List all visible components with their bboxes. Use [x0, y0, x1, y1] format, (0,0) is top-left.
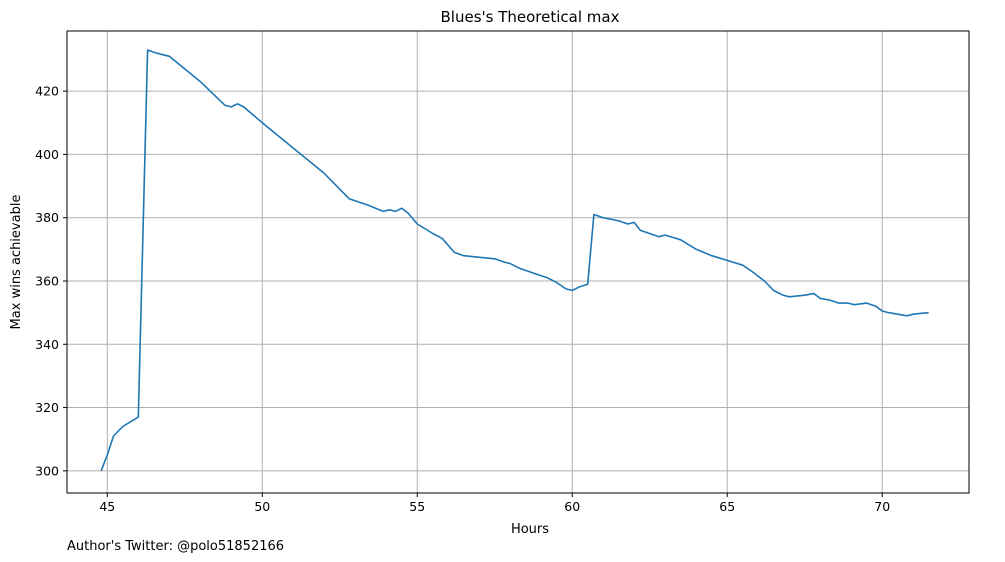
y-tick-label: 380: [35, 210, 59, 225]
x-tick-label: 55: [409, 499, 425, 514]
x-axis-label: Hours: [511, 522, 549, 537]
x-tick-label: 60: [564, 499, 580, 514]
series-line: [100, 49, 929, 472]
x-tick-label: 65: [719, 499, 735, 514]
y-tick-label: 300: [35, 463, 59, 478]
y-tick-label: 360: [35, 273, 59, 288]
y-tick-label: 320: [35, 400, 59, 415]
x-tick-label: 70: [874, 499, 890, 514]
y-tick-label: 400: [35, 147, 59, 162]
author-credit: Author's Twitter: @polo51852166: [67, 539, 284, 554]
x-tick-label: 45: [99, 499, 115, 514]
y-tick-label: 340: [35, 337, 59, 352]
y-axis-label: Max wins achievable: [9, 195, 24, 330]
x-tick-label: 50: [254, 499, 270, 514]
grid-lines: [67, 31, 969, 493]
y-axis-ticks: 300 320 340 360 380 400 420: [35, 84, 67, 478]
y-tick-label: 420: [35, 84, 59, 99]
plot-frame: [66, 30, 970, 494]
chart-title: Blues's Theoretical max: [441, 8, 620, 26]
x-axis-ticks: 45 50 55 60 65 70: [99, 493, 890, 514]
